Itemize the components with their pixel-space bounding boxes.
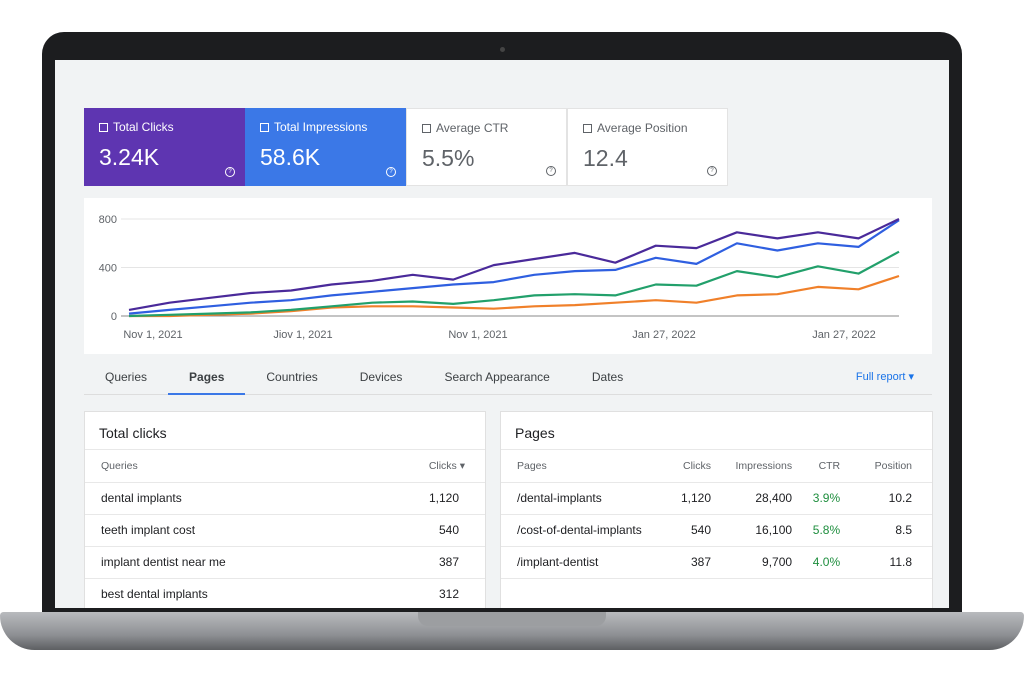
query-cell: dental implants — [85, 482, 371, 515]
y-tick-label: 0 — [111, 311, 117, 323]
info-icon[interactable]: ? — [386, 167, 396, 177]
x-tick-label: Jan 27, 2022 — [812, 329, 876, 341]
ctr-cell: 3.9% — [802, 482, 863, 515]
impressions-cell: 9,700 — [721, 546, 803, 579]
checkbox-icon[interactable] — [99, 122, 108, 132]
full-report-link[interactable]: Full report ▾ — [855, 371, 914, 383]
query-cell: teeth implant cost — [85, 514, 371, 547]
card-label: Total Impressions — [274, 120, 368, 134]
card-value: 3.24K — [99, 144, 160, 170]
panel-title: Total clicks — [85, 412, 485, 450]
x-tick-label: Nov 1, 2021 — [448, 329, 507, 341]
page-cell: /implant-dentist — [501, 546, 673, 579]
table-row[interactable]: teeth implant cost 540 — [85, 514, 485, 547]
page-cell: /dental-implants — [501, 482, 673, 515]
tab-pages[interactable]: Pages — [168, 360, 246, 395]
card-value: 12.4 — [583, 145, 628, 171]
column-header[interactable]: Clicks ▾ — [370, 450, 485, 483]
table-row[interactable]: /cost-of-dental-implants 540 16,100 5.8% 8.5 — [501, 514, 932, 547]
card-label: Average Position — [597, 121, 688, 135]
impressions-cell: 28,400 — [721, 482, 803, 515]
tab-countries[interactable]: Countries — [266, 369, 318, 384]
screen: Total Clicks 3.24K? Total Impressions 58.6… — [55, 60, 949, 608]
column-header[interactable]: Impressions — [721, 450, 803, 483]
card-average-ctr[interactable]: Average CTR 5.5%? — [406, 108, 567, 186]
dimension-tabs: Queries Pages Countries Devices Search A… — [84, 360, 932, 395]
table-row[interactable]: /implant-dentist 387 9,700 4.0% 11.8 — [501, 546, 932, 579]
tab-dates[interactable]: Dates — [591, 369, 624, 384]
tab-search-appearance[interactable]: Search Appearance — [444, 369, 550, 384]
card-label: Average CTR — [436, 121, 509, 135]
clicks-cell: 540 — [370, 514, 485, 547]
clicks-cell: 312 — [370, 578, 485, 608]
clicks-cell: 387 — [672, 546, 721, 579]
metric-cards: Total Clicks 3.24K? Total Impressions 58.6… — [84, 108, 728, 186]
info-icon[interactable]: ? — [546, 166, 556, 176]
position-cell: 11.8 — [862, 546, 932, 579]
series-line — [128, 219, 900, 315]
info-icon[interactable]: ? — [225, 167, 235, 177]
card-total-impressions[interactable]: Total Impressions 58.6K? — [245, 108, 406, 186]
x-tick-label: Jan 27, 2022 — [632, 329, 696, 341]
laptop-notch — [418, 612, 606, 626]
position-cell: 10.2 — [862, 482, 932, 515]
position-cell: 8.5 — [862, 514, 932, 547]
checkbox-icon[interactable] — [583, 123, 592, 133]
card-value: 58.6K — [260, 144, 321, 170]
column-header[interactable]: Queries — [85, 450, 371, 483]
pages-table: Pages Clicks Impressions CTR Position /denta… — [501, 450, 932, 579]
performance-chart: 800 400 0 Nov 1, 2021 Jiov 1, 2021 Nov 1, 202… — [84, 198, 932, 354]
series-line — [128, 250, 900, 318]
card-value: 5.5% — [422, 145, 475, 171]
x-tick-label: Nov 1, 2021 — [123, 329, 182, 341]
card-total-clicks[interactable]: Total Clicks 3.24K? — [84, 108, 245, 186]
panel-title: Pages — [501, 412, 932, 450]
column-header[interactable]: Clicks — [672, 450, 721, 483]
camera — [500, 47, 505, 52]
column-header[interactable]: Pages — [501, 450, 673, 483]
clicks-cell: 387 — [370, 546, 485, 579]
clicks-cell: 1,120 — [672, 482, 721, 515]
query-cell: best dental implants — [85, 578, 371, 608]
series-line — [128, 218, 900, 311]
clicks-cell: 540 — [672, 514, 721, 547]
card-average-position[interactable]: Average Position 12.4? — [567, 108, 728, 186]
total-clicks-panel: Total clicks Queries Clicks ▾ dental impl… — [84, 411, 486, 608]
table-row[interactable]: /dental-implants 1,120 28,400 3.9% 10.2 — [501, 482, 932, 515]
tab-queries[interactable]: Queries — [105, 369, 148, 384]
x-tick-label: Jiov 1, 2021 — [273, 329, 332, 341]
info-icon[interactable]: ? — [707, 166, 717, 176]
series-line — [129, 274, 900, 318]
checkbox-icon[interactable] — [422, 123, 431, 133]
ctr-cell: 4.0% — [802, 546, 863, 579]
column-header[interactable]: CTR — [802, 450, 863, 483]
chart-svg: 800 400 0 Nov 1, 2021 Jiov 1, 2021 Nov 1, 202… — [99, 214, 900, 341]
query-cell: implant dentist near me — [85, 546, 371, 579]
card-label: Total Clicks — [113, 120, 174, 134]
column-header[interactable]: Position — [862, 450, 932, 483]
queries-table: Queries Clicks ▾ dental implants 1,120 teet… — [85, 450, 485, 608]
checkbox-icon[interactable] — [260, 122, 269, 132]
page-cell: /cost-of-dental-implants — [501, 514, 673, 547]
y-tick-label: 400 — [99, 263, 117, 275]
table-row[interactable]: dental implants 1,120 — [85, 482, 485, 515]
table-row[interactable]: best dental implants 312 — [85, 578, 485, 608]
table-row[interactable]: implant dentist near me 387 — [85, 546, 485, 579]
clicks-cell: 1,120 — [370, 482, 485, 515]
ctr-cell: 5.8% — [802, 514, 863, 547]
impressions-cell: 16,100 — [721, 514, 803, 547]
tab-devices[interactable]: Devices — [359, 369, 403, 384]
y-tick-label: 800 — [99, 214, 117, 226]
pages-panel: Pages Pages Clicks Impressions CTR Position … — [500, 411, 933, 608]
